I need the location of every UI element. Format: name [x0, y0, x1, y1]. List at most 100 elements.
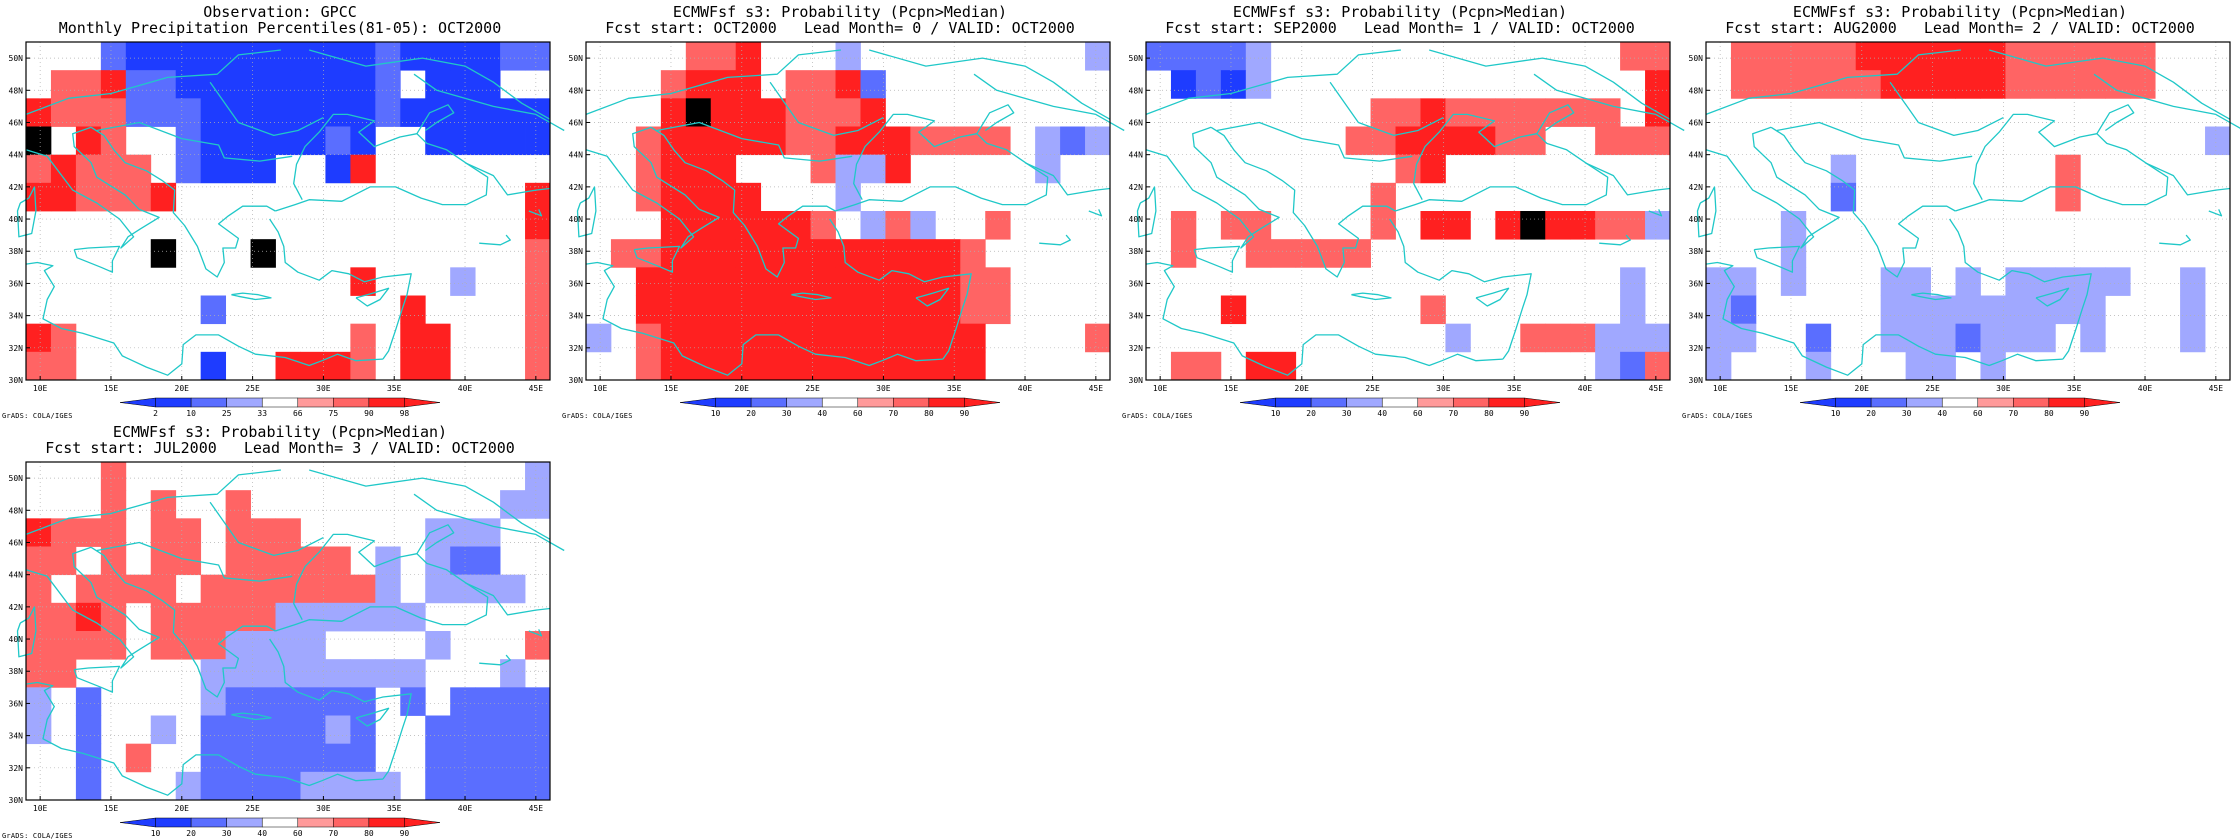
- grid-cell: [2205, 126, 2231, 156]
- coastline: [585, 49, 841, 116]
- grid-cell: [350, 602, 376, 632]
- coastline: [528, 629, 543, 637]
- grid-cells: [26, 462, 551, 801]
- grid-cell: [785, 126, 811, 156]
- grid-cell: [250, 239, 276, 268]
- grid-cell: [200, 715, 227, 745]
- colorbar-bin: [1346, 397, 1383, 408]
- grid-cell: [1035, 126, 1061, 156]
- grid-cell: [450, 546, 476, 576]
- grid-cell: [1445, 211, 1471, 240]
- grid-cell: [1620, 211, 1646, 240]
- grid-cell: [1085, 42, 1111, 71]
- grid-cell: [175, 631, 202, 660]
- lat-label: 34N: [1689, 312, 1704, 321]
- colorbar-label: 90: [2080, 409, 2090, 418]
- grid-cell: [125, 154, 152, 184]
- grid-cell: [1880, 323, 1907, 353]
- colorbar-arrow-left: [119, 817, 156, 828]
- lon-label: 30E: [316, 804, 331, 813]
- grid-cell: [2080, 267, 2106, 296]
- coastline: [1136, 186, 1157, 238]
- probability-map: 50N 48N 46N 44N 42N 40N 38N 36N 34N 32N 30N 10E 15E 2…: [1689, 41, 2240, 418]
- coastline: [769, 81, 884, 137]
- grid-cell: [910, 126, 936, 156]
- lon-label: 10E: [1713, 384, 1728, 393]
- grid-cell: [300, 715, 326, 745]
- lat-label: 36N: [1129, 279, 1144, 288]
- grid-cell: [325, 602, 351, 632]
- grid-cell: [450, 267, 476, 296]
- grid-cell: [26, 351, 52, 381]
- coastline: [275, 533, 489, 632]
- coastline: [633, 245, 681, 273]
- panel-lead2: ECMWFsf s3: Probability (Pcpn>Median) Fc…: [1680, 0, 2240, 420]
- coastline: [209, 81, 324, 137]
- coastline: [1705, 49, 1961, 116]
- colorbar-bin: [155, 817, 192, 828]
- grid-cell: [760, 126, 787, 156]
- coastline: [96, 541, 293, 582]
- grid-cell: [325, 659, 351, 688]
- lon-label: 15E: [1224, 384, 1239, 393]
- grid-cell: [1730, 70, 1757, 99]
- lat-label: 38N: [1689, 247, 1704, 256]
- lon-label: 45E: [2209, 384, 2224, 393]
- coastline: [915, 287, 950, 307]
- coastline: [16, 606, 37, 658]
- lon-label: 35E: [1507, 384, 1522, 393]
- grid-cell: [525, 351, 551, 381]
- grid-cell: [525, 687, 551, 716]
- panel-title-line2: Fcst start: AUG2000 Lead Month= 2 / VALI…: [1725, 19, 2195, 37]
- grid-cell: [325, 351, 351, 381]
- map-frame: [585, 41, 1111, 381]
- grid-cell: [835, 239, 861, 268]
- graticule: [1706, 42, 2230, 381]
- grid-cell: [200, 154, 227, 184]
- lat-label: 40N: [569, 215, 584, 224]
- grid-cell: [1730, 295, 1757, 325]
- colorbar-arrow-left: [119, 397, 156, 408]
- colorbar-arrow-right: [1524, 397, 1561, 408]
- colorbar-bin: [1453, 397, 1490, 408]
- grid-cell: [225, 687, 251, 716]
- coastline: [73, 245, 121, 273]
- grid-cell: [1880, 295, 1907, 325]
- grid-cell: [1520, 98, 1546, 127]
- coastline: [1395, 113, 1609, 212]
- grid-cells: [26, 42, 551, 381]
- grid-cell: [175, 98, 202, 127]
- coastline: [355, 707, 390, 727]
- coastline: [25, 261, 383, 376]
- grid-cell: [100, 98, 127, 127]
- map-frame: [25, 461, 551, 801]
- grid-cell: [175, 154, 202, 184]
- grid-cell: [2030, 70, 2056, 99]
- grid-cell: [1520, 323, 1546, 353]
- lon-label: 30E: [316, 384, 331, 393]
- grid-cell: [710, 70, 737, 99]
- panel-lead1: ECMWFsf s3: Probability (Pcpn>Median) Fc…: [1120, 0, 1685, 420]
- grid-cell: [660, 267, 687, 296]
- coastline: [2144, 162, 2231, 196]
- grid-cell: [400, 687, 426, 716]
- grid-cell: [375, 771, 401, 801]
- colorbar-bin: [893, 397, 930, 408]
- grid-cell: [525, 42, 551, 71]
- grid-cell: [1270, 351, 1297, 381]
- colorbar-bin: [715, 397, 752, 408]
- colorbar-bin: [297, 817, 334, 828]
- coastline: [1351, 292, 1392, 301]
- grid-cell: [475, 743, 501, 773]
- coastline: [479, 234, 511, 246]
- lat-label: 40N: [9, 635, 24, 644]
- coastline: [1389, 218, 1532, 360]
- grid-cell: [250, 631, 276, 660]
- grid-cell: [200, 42, 227, 71]
- grid-cell: [2080, 70, 2106, 99]
- grid-cell: [350, 351, 376, 381]
- coastline: [1584, 162, 1671, 196]
- grid-cell: [275, 70, 301, 99]
- lon-label: 20E: [735, 384, 750, 393]
- grid-cell: [350, 659, 376, 688]
